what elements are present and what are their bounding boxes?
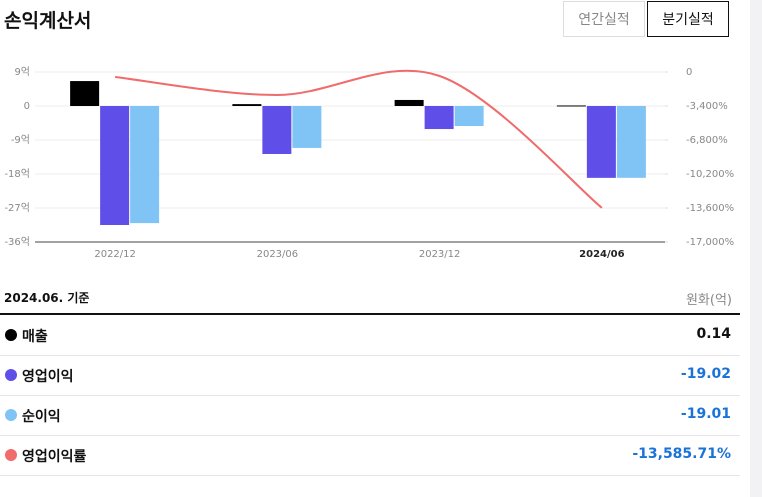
page-title: 손익계산서 bbox=[4, 10, 92, 32]
row-name: 영업이익 bbox=[22, 369, 74, 385]
y-tick-label: -36억 bbox=[4, 236, 30, 248]
bar bbox=[232, 104, 262, 106]
bar bbox=[454, 106, 484, 127]
row-name: 순이익 bbox=[22, 409, 61, 425]
bar bbox=[556, 105, 586, 107]
table-row: 영업이익률 -13,585.71% bbox=[0, 435, 740, 476]
bar bbox=[292, 106, 322, 148]
legend-dot bbox=[5, 409, 17, 421]
tab-button[interactable]: 연간실적 bbox=[563, 1, 645, 37]
y-tick-label: 0 bbox=[24, 101, 30, 112]
y-tick-label: -18억 bbox=[4, 168, 30, 180]
row-value: 0.14 bbox=[696, 326, 731, 342]
x-tick-label: 2022/12 bbox=[94, 249, 136, 260]
bar bbox=[424, 106, 454, 130]
bar bbox=[394, 99, 424, 106]
y2-tick-label: -17,000% bbox=[686, 237, 734, 248]
row-value: -19.01 bbox=[680, 406, 731, 422]
tab-button[interactable]: 분기실적 bbox=[647, 1, 729, 37]
table-period: 2024.06. 기준 bbox=[4, 291, 90, 305]
row-value: -19.02 bbox=[680, 366, 731, 382]
x-tick-label: 2023/12 bbox=[419, 249, 461, 260]
bar bbox=[616, 106, 646, 178]
y2-tick-label: -13,600% bbox=[686, 203, 734, 214]
legend-dot bbox=[5, 449, 17, 461]
y2-tick-label: -10,200% bbox=[686, 169, 734, 180]
bar bbox=[262, 106, 292, 154]
legend-dot bbox=[5, 329, 17, 341]
bar bbox=[130, 106, 160, 224]
table-row: 매출 0.14 bbox=[0, 315, 740, 356]
table-row: 영업이익 -19.02 bbox=[0, 355, 740, 396]
y2-tick-label: -6,800% bbox=[686, 135, 728, 146]
ratio-line bbox=[115, 69, 603, 209]
bar bbox=[70, 81, 100, 106]
y-tick-label: 9억 bbox=[14, 66, 30, 78]
table-header-rule bbox=[0, 313, 740, 315]
x-tick-label: 2023/06 bbox=[257, 249, 299, 260]
table-unit: 원화(억) bbox=[685, 293, 732, 308]
bar bbox=[100, 106, 130, 225]
bar bbox=[586, 106, 616, 178]
row-name: 매출 bbox=[22, 329, 48, 345]
side-strip bbox=[750, 0, 762, 497]
x-tick-label: 2024/06 bbox=[579, 249, 624, 260]
y-tick-label: -27억 bbox=[4, 202, 30, 214]
y2-tick-label: 0 bbox=[686, 67, 692, 78]
row-value: -13,585.71% bbox=[632, 446, 731, 462]
y-tick-label: -9억 bbox=[11, 134, 30, 146]
chart: 9억 0 -9억 -18억 -27억 -36억 0 -3,400% -6,800% -10,200… bbox=[4, 66, 734, 260]
y2-tick-label: -3,400% bbox=[686, 101, 728, 112]
table-row: 순이익 -19.01 bbox=[0, 395, 740, 436]
row-name: 영업이익률 bbox=[22, 449, 87, 465]
legend-dot bbox=[5, 369, 17, 381]
